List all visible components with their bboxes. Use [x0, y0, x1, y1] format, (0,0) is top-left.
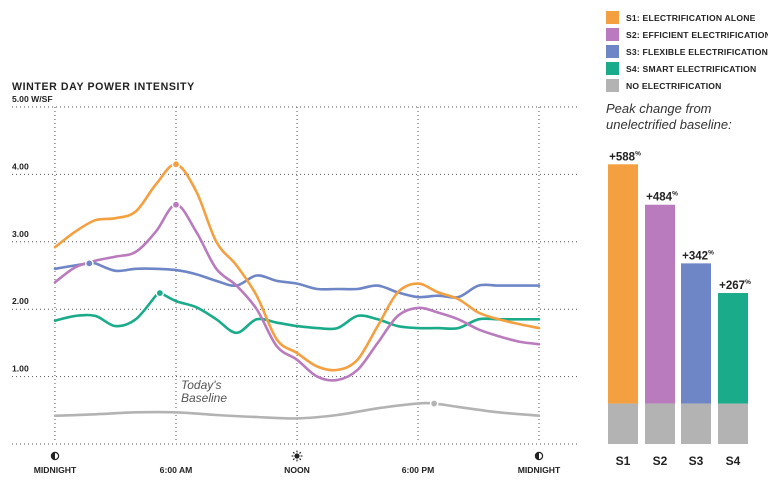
moon-icon	[534, 451, 544, 461]
bar-data-label-suffix: %	[635, 150, 641, 157]
bar-baseline-segment	[645, 403, 675, 444]
peak-marker	[171, 159, 181, 169]
y-tick-label: 3.00	[12, 229, 29, 239]
legend-label: S4: SMART ELECTRIFICATION	[626, 63, 757, 74]
bar-category-label: S2	[653, 454, 668, 468]
baseline-annotation-line: Baseline	[181, 391, 228, 405]
x-tick-label: 6:00 PM	[402, 465, 434, 475]
legend-item-s4: S4: SMART ELECTRIFICATION	[606, 60, 768, 77]
bar-data-label-suffix: %	[672, 191, 678, 198]
series-line-baseline	[53, 401, 541, 420]
y-tick-label: 5.00 W/SF	[12, 94, 53, 104]
legend-label: S1: ELECTRIFICATION ALONE	[626, 12, 756, 23]
legend-item-s2: S2: EFFICIENT ELECTRIFICATION	[606, 26, 768, 43]
y-tick-label: 2.00	[12, 296, 29, 306]
chart-title: WINTER DAY POWER INTENSITY	[12, 81, 195, 93]
bar-s1	[608, 164, 638, 404]
legend-label: S3: FLEXIBLE ELECTRIFICATION	[626, 46, 768, 57]
bar-category-label: S1	[616, 454, 631, 468]
sun-icon-ray	[299, 458, 302, 461]
peak-marker	[155, 288, 165, 298]
bar-category-label: S4	[726, 454, 741, 468]
series-line-s4	[53, 290, 541, 335]
y-tick-label: 1.00	[12, 364, 29, 374]
bar-data-label-suffix: %	[708, 249, 714, 256]
x-tick-label: MIDNIGHT	[518, 465, 561, 475]
bar-data-label: +484%	[646, 191, 678, 204]
baseline-annotation-line: Today's	[181, 378, 222, 392]
x-tick-label: MIDNIGHT	[34, 465, 77, 475]
bar-s4	[718, 293, 748, 404]
legend: S1: ELECTRIFICATION ALONE S2: EFFICIENT …	[606, 9, 768, 94]
sun-icon-ray	[299, 451, 302, 454]
legend-swatch	[606, 28, 619, 41]
sun-icon-core	[294, 453, 300, 459]
bar-data-label: +342%	[682, 249, 714, 262]
legend-item-s3: S3: FLEXIBLE ELECTRIFICATION	[606, 43, 768, 60]
bar-baseline-segment	[681, 403, 711, 444]
peak-marker	[429, 399, 439, 408]
sun-icon-ray	[292, 451, 295, 454]
peak-marker	[84, 259, 94, 268]
legend-swatch	[606, 45, 619, 58]
sun-icon-ray	[292, 458, 295, 461]
moon-icon	[50, 451, 60, 461]
bar-s2	[645, 204, 675, 404]
peak-caption-line: Peak change from	[606, 101, 712, 116]
peak-marker	[171, 200, 181, 210]
legend-swatch	[606, 62, 619, 75]
bar-baseline-segment	[608, 403, 638, 444]
y-tick-label: 4.00	[12, 161, 29, 171]
bar-baseline-segment	[718, 403, 748, 444]
peak-caption: Peak change from unelectrified baseline:	[606, 101, 766, 133]
bar-data-label: +267%	[719, 279, 751, 292]
bar-data-label-suffix: %	[745, 279, 751, 286]
legend-label: NO ELECTRIFICATION	[626, 80, 722, 91]
legend-swatch	[606, 79, 619, 92]
bar-category-label: S3	[689, 454, 704, 468]
moon-icon-shade	[535, 452, 539, 460]
x-tick-label: NOON	[284, 465, 310, 475]
bar-s3	[681, 263, 711, 404]
moon-icon-shade	[51, 452, 55, 460]
legend-swatch	[606, 11, 619, 24]
legend-item-baseline: NO ELECTRIFICATION	[606, 77, 768, 94]
series-line-s2	[53, 203, 541, 382]
series-line-s1	[53, 163, 541, 372]
sun-icon	[291, 450, 303, 462]
x-tick-label: 6:00 AM	[160, 465, 193, 475]
baseline-annotation: Today's Baseline	[181, 379, 227, 405]
peak-caption-line: unelectrified baseline:	[606, 117, 732, 132]
bar-data-label: +588%	[609, 150, 641, 163]
legend-item-s1: S1: ELECTRIFICATION ALONE	[606, 9, 768, 26]
legend-label: S2: EFFICIENT ELECTRIFICATION	[626, 29, 768, 40]
